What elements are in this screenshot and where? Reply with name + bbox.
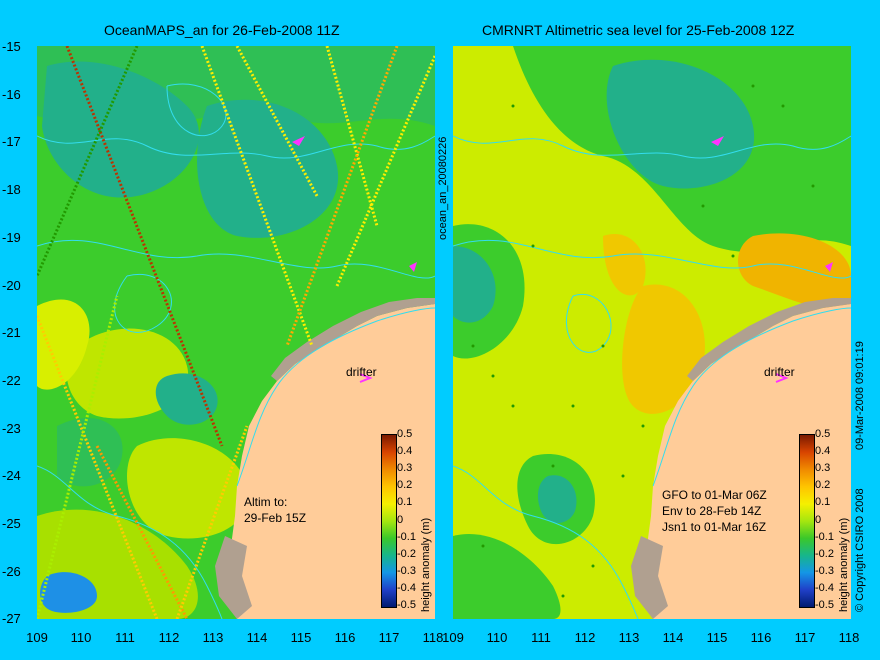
colorbar-tick: 0.3 [815, 462, 831, 474]
annotation-line: Altim to: [244, 495, 288, 509]
lon-tick: 112 [158, 630, 180, 645]
map-title-left: OceanMAPS_an for 26-Feb-2008 11Z [104, 22, 340, 38]
altim-annotation: Altim to: 29-Feb 15Z [244, 494, 306, 526]
colorbar-tick: 0.1 [815, 496, 831, 508]
lon-tick: 115 [706, 630, 728, 645]
colorbar-tick: -0.5 [815, 599, 834, 611]
drifter-label: drifter [764, 365, 795, 379]
lon-tick: 115 [290, 630, 312, 645]
lon-tick: 114 [246, 630, 268, 645]
lat-tick: -17 [2, 134, 21, 149]
lon-tick: 113 [618, 630, 640, 645]
lat-tick: -23 [2, 421, 21, 436]
lat-tick: -24 [2, 468, 21, 483]
colorbar-tick: -0.4 [397, 582, 416, 594]
map-panel-cmrnrt [453, 46, 851, 619]
sea-level-map-left [37, 46, 435, 619]
colorbar-tick: -0.2 [397, 548, 416, 560]
copyright-label: © Copyright CSIRO 2008 [854, 488, 866, 612]
colorbar-tick: 0.5 [397, 428, 413, 440]
timestamp-label: 09-Mar-2008 09:01:19 [854, 341, 866, 450]
run-id-label: ocean_an_20080226 [437, 136, 449, 240]
lon-tick: 118 [838, 630, 860, 645]
colorbar-tick: 0.1 [397, 496, 413, 508]
colorbar-tick: -0.3 [397, 565, 416, 577]
lon-tick: 113 [202, 630, 224, 645]
annotation-line: Jsn1 to 01-Mar 16Z [662, 520, 767, 534]
colorbar-tick: 0.4 [815, 445, 831, 457]
drifter-label: drifter [346, 365, 377, 379]
lon-tick: 112 [574, 630, 596, 645]
lat-tick: -21 [2, 325, 21, 340]
colorbar-tick: 0 [397, 514, 404, 526]
colorbar-tick: 0.2 [815, 479, 831, 491]
lat-tick: -15 [2, 39, 21, 54]
lon-tick: 118 [422, 630, 444, 645]
lat-tick: -22 [2, 373, 21, 388]
colorbar-tick: -0.2 [815, 548, 834, 560]
lon-tick: 114 [662, 630, 684, 645]
map-panel-oceanmaps [37, 46, 435, 619]
colorbar-tick: 0 [815, 514, 822, 526]
lon-tick: 109 [442, 630, 464, 645]
lat-tick: -25 [2, 516, 21, 531]
map-title-right: CMRNRT Altimetric sea level for 25-Feb-2… [482, 22, 795, 38]
lat-tick: -16 [2, 87, 21, 102]
colorbar-tick: 0.5 [815, 428, 831, 440]
lon-tick: 116 [750, 630, 772, 645]
lon-tick: 117 [378, 630, 400, 645]
lat-tick: -18 [2, 182, 21, 197]
colorbar-tick: -0.4 [815, 582, 834, 594]
colorbar-tick: 0.2 [397, 479, 413, 491]
lon-tick: 110 [486, 630, 508, 645]
sea-level-map-right [453, 46, 851, 619]
lon-tick: 111 [531, 630, 551, 645]
lon-tick: 111 [115, 630, 135, 645]
colorbar-right [799, 434, 815, 608]
colorbar-tick: 0.4 [397, 445, 413, 457]
annotation-line: 29-Feb 15Z [244, 511, 307, 525]
lat-tick: -20 [2, 278, 21, 293]
colorbar-tick: 0.3 [397, 462, 413, 474]
lat-tick: -26 [2, 564, 21, 579]
colorbar-tick: -0.1 [397, 531, 416, 543]
colorbar-label-right: height anomaly (m) [838, 517, 850, 612]
annotation-line: GFO to 01-Mar 06Z [662, 488, 767, 502]
lon-tick: 116 [334, 630, 356, 645]
lat-tick: -19 [2, 230, 21, 245]
colorbar-tick: -0.1 [815, 531, 834, 543]
colorbar-label-left: height anomaly (m) [420, 517, 432, 612]
satellite-annotation: GFO to 01-Mar 06Z Env to 28-Feb 14Z Jsn1… [662, 487, 767, 535]
lat-tick: -27 [2, 611, 21, 626]
lon-tick: 109 [26, 630, 48, 645]
lon-tick: 110 [70, 630, 92, 645]
colorbar-tick: -0.3 [815, 565, 834, 577]
colorbar-left [381, 434, 397, 608]
lon-tick: 117 [794, 630, 816, 645]
annotation-line: Env to 28-Feb 14Z [662, 504, 762, 518]
colorbar-tick: -0.5 [397, 599, 416, 611]
